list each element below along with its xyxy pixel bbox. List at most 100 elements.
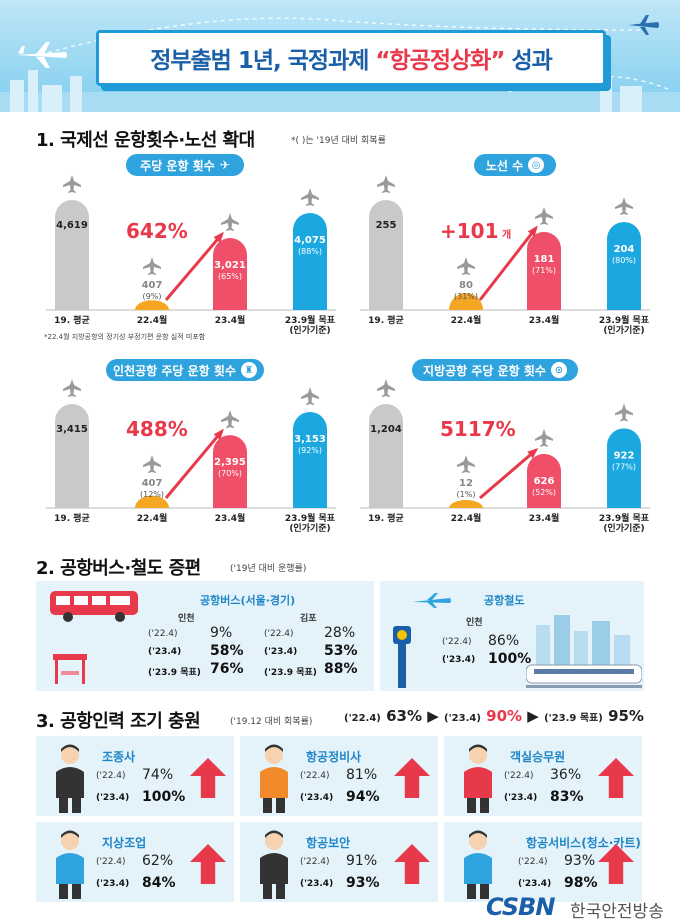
growth-label: +101 개 [440,219,511,243]
growth-arrow-head [527,447,539,459]
chart-routes: 255 19. 평균 80(31%) 22.4월 181(71%) 23.4월 204(80… [360,175,650,336]
airplane-icon [615,403,633,422]
airplane-icon [615,197,633,215]
bar-4 [293,411,327,508]
summary-label: ('23.4) [444,713,481,724]
percent-label: (65%) [218,272,242,281]
up-arrow-icon [190,758,226,798]
airplane-icon [301,386,319,405]
section3-note: ('19.12 대비 회복률) [230,717,313,727]
header-decoration [0,17,680,112]
tick-label: 22.4월 [137,512,168,524]
chart3-title-pill: 인천공항 주당 운항 횟수 ♜ [106,359,264,381]
bus-stop-icon [53,654,87,684]
tick-label: 22.4월 [451,314,482,326]
row-value: 93% [346,875,380,891]
bar-1 [369,200,403,310]
up-arrow-icon [394,844,430,884]
row-label: ('22.4) [96,771,126,781]
watermark-logo: CSBN [486,893,555,921]
tick-label: 19. 평균 [368,512,404,524]
growth-label: 642% [126,219,188,243]
chart3-title: 인천공항 주당 운항 횟수 [113,363,236,378]
airplane-icon [457,257,475,275]
row-label: ('23.4) [148,647,182,657]
bar-2 [135,495,169,508]
data-label: 4,075 [294,235,326,246]
tick-label: (인가기준) [603,522,644,534]
bar-3 [213,238,247,310]
growth-arrow-head [213,428,224,440]
chart2-title-pill: 노선 수 ◎ [474,154,556,176]
percent-label: (12%) [140,490,164,499]
ground-crew-icon [56,830,84,899]
bar-3 [527,231,561,310]
row-value: 28% [324,625,356,641]
row-value: 53% [324,643,358,659]
flight-attendant-icon [464,744,492,813]
airplane-icon [377,175,395,193]
staff-name: 지상조업 [102,836,147,850]
airplane-icon [143,455,161,473]
tick-label: 23.4월 [529,512,560,524]
airplane-icon [16,42,67,68]
security-guard-icon [260,830,288,899]
cleaning-staff-icon [464,830,492,899]
data-label: 407 [142,478,163,489]
row-label: ('23.4) [96,793,130,803]
row-label: ('22.4) [300,771,330,781]
row-value: 88% [324,661,358,677]
recovery-summary: ('22.4) 63% ▶ ('23.4) 90% ▶ ('23.9 목표) 9… [344,707,644,725]
percent-label: (71%) [532,266,556,275]
tick-label: (인가기준) [603,324,644,336]
page-title: 정부출범 1년, 국정과제 “항공정상화” 성과 [150,41,553,75]
staff-name: 항공정비사 [306,750,362,764]
row-label: ('22.4) [148,629,178,639]
bar-1 [369,404,403,508]
chart4-title: 지방공항 주당 운항 횟수 [423,363,546,378]
bar-1 [55,404,89,508]
percent-label: (1%) [457,490,476,499]
section2-note: ('19년 대비 운행률) [230,564,307,574]
bus-group-gimpo: 김포 [300,614,317,624]
tick-label: 23.9월 목표 [599,314,650,326]
percent-label: (88%) [298,247,322,256]
row-label: ('22.4) [442,637,472,647]
staff-name: 항공보안 [306,836,351,850]
row-value: 100% [488,651,532,667]
row-label: ('22.4) [264,629,294,639]
staff-name: 조종사 [102,750,136,764]
growth-arrow [478,227,538,301]
bar-4 [607,222,641,310]
tick-label: 23.4월 [215,512,246,524]
percent-label: (77%) [612,462,636,471]
data-label: 255 [376,220,397,231]
up-arrow-icon [394,758,430,798]
percent-label: (31%) [454,292,478,301]
chart1-title-pill: 주당 운항 횟수 ✈ [126,154,244,176]
data-label: 80 [459,280,473,291]
watermark-text: 한국안전방송 [570,902,664,922]
growth-arrow-head [527,225,538,237]
globe-icon: ◎ [528,157,545,173]
row-label: ('23.4) [504,793,538,803]
section1-note: *( )는 '19년 대비 회복률 [291,136,386,146]
tick-label: 22.4월 [137,314,168,326]
bar-4 [607,428,641,508]
data-label: 407 [142,280,163,291]
row-label: ('23.4) [442,655,476,665]
up-arrow-icon [190,844,226,884]
chart-incheon-flights: 3,415 19. 평균 407(12%) 22.4월 2,395(70%) 23.4월 3… [46,379,336,534]
row-value: 62% [142,853,174,869]
bar-3 [213,435,247,508]
staff-card: 항공정비사 ('22.4) 81% ('23.4) 94% [240,736,438,816]
staff-name: 항공서비스(청소·카트) [526,836,641,850]
row-label: ('23.4) [300,793,334,803]
data-label: 12 [459,478,473,489]
row-value: 91% [346,853,378,869]
tick-label: 23.9월 목표 [285,314,336,326]
tick-label: 23.4월 [215,314,246,326]
row-value: 84% [142,875,176,891]
row-value: 93% [564,853,596,869]
rail-sign-icon [393,626,411,688]
